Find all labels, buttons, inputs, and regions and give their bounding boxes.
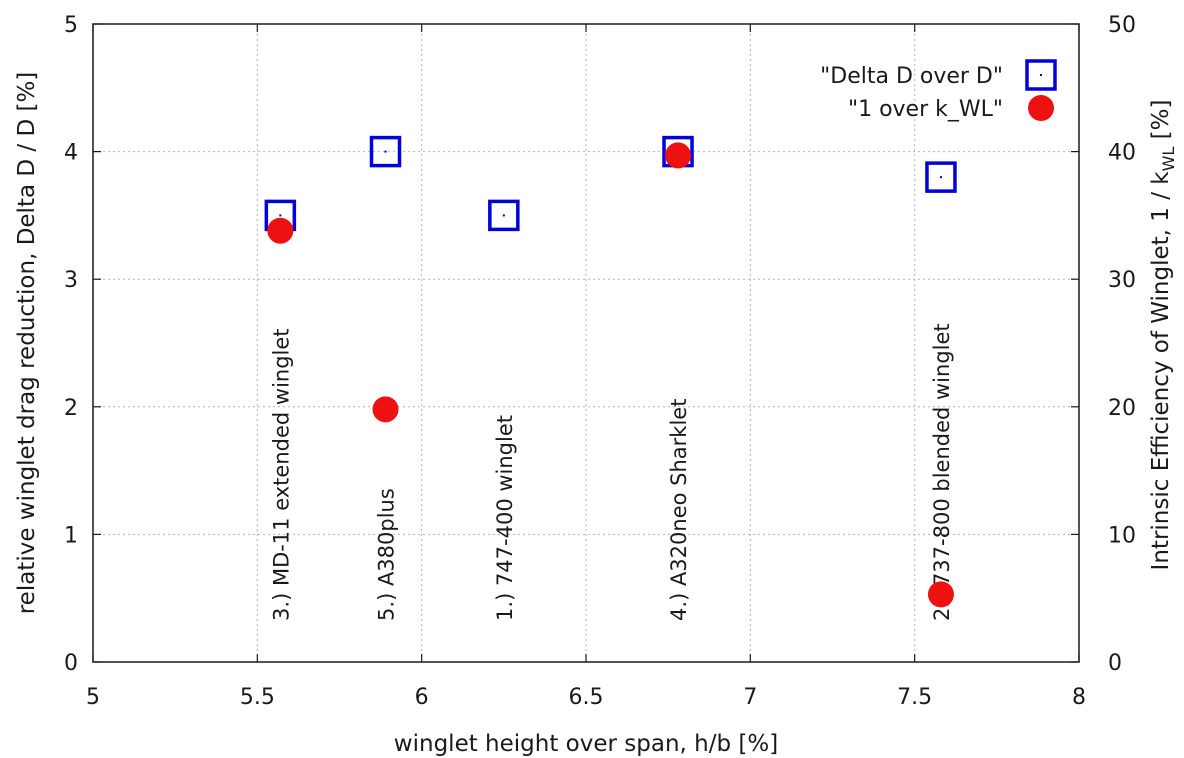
circle-marker — [665, 142, 692, 169]
square-marker-dot — [384, 150, 387, 153]
x-tick-label: 8 — [1072, 685, 1086, 710]
grid — [93, 24, 1079, 662]
y-left-tick-label: 3 — [64, 268, 78, 293]
annotation-label: 2.) 737-800 blended winglet — [930, 323, 954, 621]
y-right-tick-label: 50 — [1108, 13, 1136, 38]
square-marker — [488, 199, 520, 232]
y-left-tick-label: 0 — [64, 651, 78, 676]
x-tick-label: 7 — [743, 685, 757, 710]
data-marks — [264, 135, 957, 608]
square-marker-dot — [502, 214, 505, 217]
square-marker-dot — [279, 214, 282, 217]
square-marker — [925, 161, 957, 193]
circle-marker — [927, 581, 954, 608]
y-right-tick-label: 0 — [1108, 651, 1122, 676]
x-tick-label: 5 — [86, 685, 100, 710]
legend-label: "Delta D over D" — [820, 64, 1003, 89]
y-axis-title-left: relative winglet drag reduction, Delta D… — [14, 72, 40, 615]
square-marker-dot — [939, 176, 942, 179]
annotations: 3.) MD-11 extended winglet 5.) A380plus 1.… — [269, 323, 954, 621]
y-left-tick-label: 1 — [64, 523, 78, 548]
annotation-label: 4.) A320neo Sharklet — [667, 399, 691, 621]
annotation-label: 3.) MD-11 extended winglet — [269, 328, 293, 621]
y-axis-title-right-sub: WL — [1159, 147, 1178, 172]
legend: "Delta D over D" "1 over k_WL" — [820, 59, 1057, 122]
x-tick-label: 5.5 — [240, 685, 275, 710]
circle-marker — [372, 396, 399, 423]
y-axis-title-right-main: Intrinsic Efficiency of Winglet, 1 / k — [1148, 171, 1174, 571]
y-left-tick-label: 4 — [64, 141, 78, 166]
x-axis-title: winglet height over span, h/b [%] — [394, 731, 778, 757]
square-marker — [369, 135, 402, 168]
y-right-tick-label: 20 — [1108, 396, 1136, 421]
y-left-tick-label: 2 — [64, 396, 78, 421]
x-tick-label: 6.5 — [569, 685, 604, 710]
y-left-tick-label: 5 — [64, 13, 78, 38]
y-right-tick-label: 10 — [1108, 523, 1136, 548]
x-tick-label: 7.5 — [897, 685, 932, 710]
y-right-tick-label: 40 — [1108, 141, 1136, 166]
y-right-tick-label: 30 — [1108, 268, 1136, 293]
annotation-label: 5.) A380plus — [375, 488, 399, 621]
y-axis-title-right: Intrinsic Efficiency of Winglet, 1 / kWL… — [1148, 100, 1178, 571]
x-tick-label: 6 — [415, 685, 429, 710]
annotation-label: 1.) 747-400 winglet — [493, 415, 517, 621]
y-axis-title-right-unit: [%] — [1148, 100, 1174, 147]
legend-label: "1 over k_WL" — [848, 97, 1003, 122]
square-marker — [1025, 59, 1057, 91]
square-marker-dot — [1040, 74, 1042, 76]
circle-marker — [1028, 95, 1054, 121]
circle-marker — [267, 217, 294, 244]
